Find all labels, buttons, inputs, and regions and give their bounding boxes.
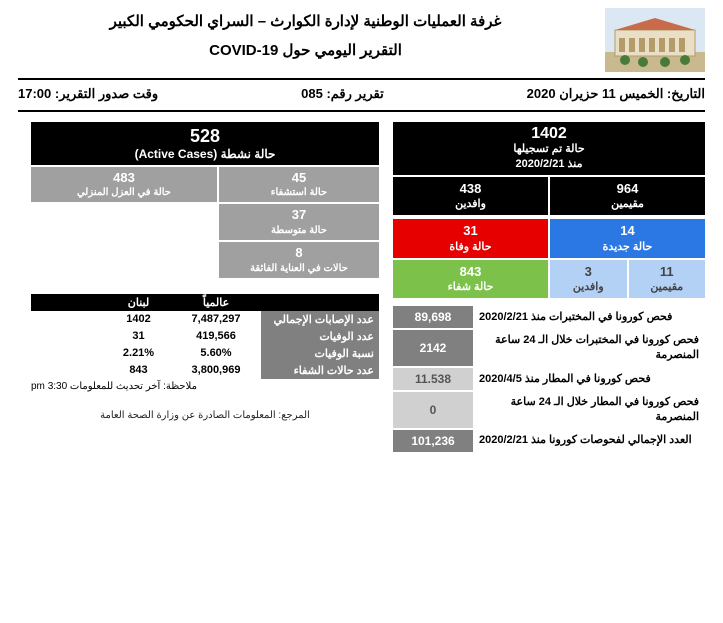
recovered-box: 843 حالة شفاء <box>393 260 548 298</box>
tests-label: فحص كورونا في المطار منذ 2020/4/5 <box>473 368 705 390</box>
tests-value: 101,236 <box>393 430 473 452</box>
residents-box: 964 مقيمين <box>550 177 705 215</box>
incoming-box: 438 وافدين <box>393 177 548 215</box>
meta-report: تقرير رقم: 085 <box>301 86 384 102</box>
world-table-lebanon-value: 2.21% <box>106 345 171 362</box>
moderate-number: 37 <box>221 207 377 224</box>
reference-text: المرجع: المعلومات الصادرة عن وزارة الصحة… <box>31 410 379 421</box>
new-cases-number: 14 <box>554 222 701 240</box>
isolation-number: 483 <box>33 170 215 187</box>
tests-list: فحص كورونا في المختبرات منذ 2020/2/2189,… <box>393 306 705 452</box>
world-table-row: عدد حالات الشفاء3,800,969843 <box>31 362 379 379</box>
new-incoming-box: 3 وافدين <box>550 260 627 298</box>
moderate-label: حالة متوسطة <box>221 224 377 237</box>
world-table-lebanon-value: 843 <box>106 362 171 379</box>
hospitalized-box: 45 حالة استشفاء <box>219 167 379 203</box>
divider <box>18 110 705 112</box>
isolation-box: 483 حالة في العزل المنزلي <box>31 167 217 203</box>
world-table-row-label: عدد الإصابات الإجمالي <box>261 311 379 328</box>
deaths-box: 31 حالة وفاة <box>393 219 548 257</box>
total-cases-number: 1402 <box>397 125 701 143</box>
new-incoming-number: 3 <box>554 263 623 281</box>
world-table-row-label: عدد حالات الشفاء <box>261 362 379 379</box>
world-table-lebanon-value: 1402 <box>106 311 171 328</box>
recovered-label: حالة شفاء <box>397 280 544 295</box>
residents-number: 964 <box>554 180 701 198</box>
active-cases-number: 528 <box>35 126 375 147</box>
world-table-row-label: عدد الوفيات <box>261 328 379 345</box>
header-logo <box>605 8 705 72</box>
divider <box>18 78 705 80</box>
icu-box: 8 حالات في العناية الفائقة <box>219 242 379 278</box>
meta-date: التاريخ: الخميس 11 حزيران 2020 <box>527 86 705 102</box>
world-table-global-value: 5.60% <box>171 345 261 362</box>
residents-label: مقيمين <box>554 197 701 212</box>
world-table-row-label: نسبة الوفيات <box>261 345 379 362</box>
total-cases-box: 1402 حالة تم تسجيلها منذ 2020/2/21 <box>393 122 705 175</box>
incoming-number: 438 <box>397 180 544 198</box>
world-table-lebanon-value: 31 <box>106 328 171 345</box>
tests-value: 2142 <box>393 330 473 366</box>
tests-value: 0 <box>393 392 473 428</box>
world-table: عالمياً لبنان عدد الإصابات الإجمالي7,487… <box>31 294 379 392</box>
tests-row: فحص كورونا في المختبرات خلال الـ 24 ساعة… <box>393 330 705 366</box>
total-cases-line1: حالة تم تسجيلها <box>397 142 701 157</box>
tests-row: العدد الإجمالي لفحوصات كورونا منذ 2020/2… <box>393 430 705 452</box>
world-table-note: ملاحظة: آخر تحديث للمعلومات 3:30 pm <box>31 381 379 392</box>
world-table-row: عدد الإصابات الإجمالي7,487,2971402 <box>31 311 379 328</box>
tests-row: فحص كورونا في المطار خلال الـ 24 ساعة ال… <box>393 392 705 428</box>
isolation-label: حالة في العزل المنزلي <box>33 186 215 199</box>
world-table-head-global: عالمياً <box>171 294 261 311</box>
header-title-1: غرفة العمليات الوطنية لإدارة الكوارث – ا… <box>18 8 593 37</box>
new-residents-label: مقيمين <box>633 280 702 295</box>
moderate-box: 37 حالة متوسطة <box>219 204 379 240</box>
new-cases-label: حالة جديدة <box>554 240 701 255</box>
world-table-global-value: 3,800,969 <box>171 362 261 379</box>
icu-label: حالات في العناية الفائقة <box>221 262 377 275</box>
total-cases-line2: منذ 2020/2/21 <box>397 157 701 172</box>
tests-label: فحص كورونا في المختبرات منذ 2020/2/21 <box>473 306 705 328</box>
tests-row: فحص كورونا في المطار منذ 2020/4/511.538 <box>393 368 705 390</box>
deaths-number: 31 <box>397 222 544 240</box>
tests-label: العدد الإجمالي لفحوصات كورونا منذ 2020/2… <box>473 430 705 452</box>
active-cases-label: حالة نشطة (Active Cases) <box>35 147 375 161</box>
incoming-label: وافدين <box>397 197 544 212</box>
tests-label: فحص كورونا في المطار خلال الـ 24 ساعة ال… <box>473 392 705 428</box>
deaths-label: حالة وفاة <box>397 240 544 255</box>
tests-label: فحص كورونا في المختبرات خلال الـ 24 ساعة… <box>473 330 705 366</box>
header-title-2: التقرير اليومي حول COVID-19 <box>18 37 593 66</box>
new-residents-number: 11 <box>633 263 702 281</box>
active-cases-box: 528 حالة نشطة (Active Cases) <box>31 122 379 165</box>
world-table-corner <box>261 294 379 311</box>
new-cases-box: 14 حالة جديدة <box>550 219 705 257</box>
new-incoming-label: وافدين <box>554 280 623 295</box>
world-table-head-lebanon: لبنان <box>106 294 171 311</box>
tests-value: 11.538 <box>393 368 473 390</box>
icu-number: 8 <box>221 245 377 262</box>
world-table-global-value: 7,487,297 <box>171 311 261 328</box>
world-table-row: عدد الوفيات419,56631 <box>31 328 379 345</box>
world-table-global-value: 419,566 <box>171 328 261 345</box>
tests-row: فحص كورونا في المختبرات منذ 2020/2/2189,… <box>393 306 705 328</box>
recovered-number: 843 <box>397 263 544 281</box>
tests-value: 89,698 <box>393 306 473 328</box>
hospitalized-number: 45 <box>221 170 377 187</box>
world-table-row: نسبة الوفيات5.60%2.21% <box>31 345 379 362</box>
new-residents-box: 11 مقيمين <box>629 260 706 298</box>
hospitalized-label: حالة استشفاء <box>221 186 377 199</box>
meta-time: وقت صدور التقرير: 17:00 <box>18 86 158 102</box>
